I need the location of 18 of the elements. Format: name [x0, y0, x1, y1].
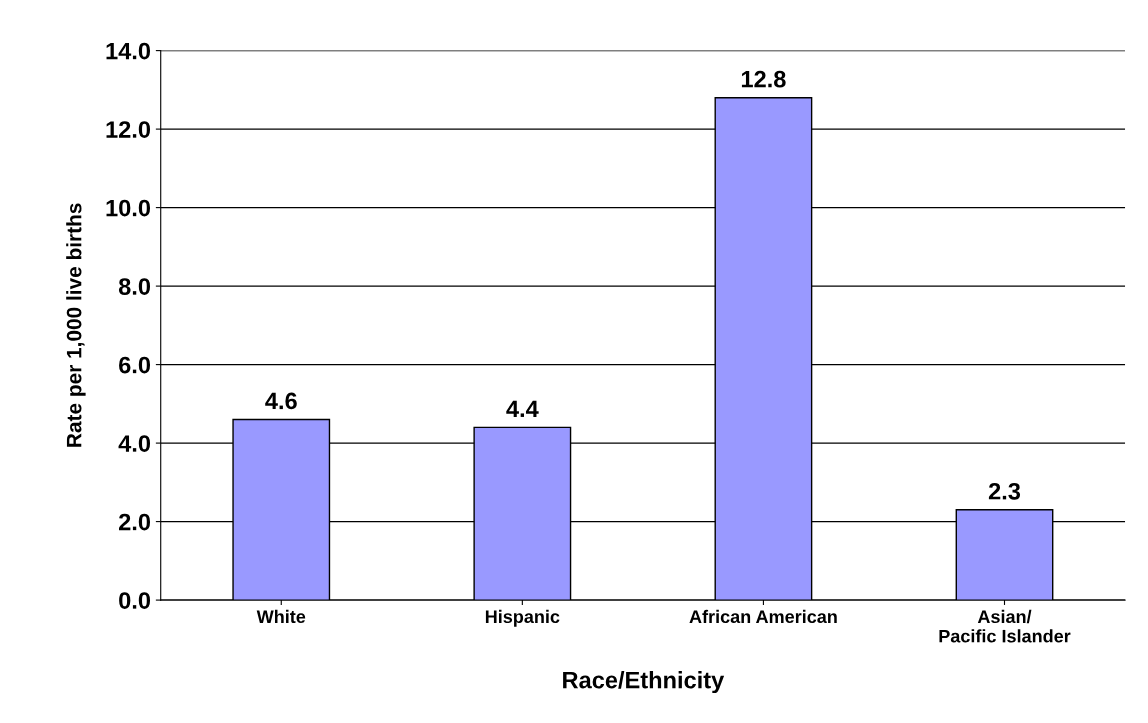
- y-tick-label: 2.0: [119, 513, 151, 531]
- y-tick-label: 12.0: [106, 121, 151, 138]
- y-tick-label: 6.0: [119, 356, 151, 374]
- x-tick-label: African American: [689, 609, 837, 624]
- y-tick-label: 14.0: [106, 42, 151, 60]
- data-label: 4.6: [265, 392, 297, 410]
- y-tick-label: 10.0: [106, 199, 151, 217]
- y-tick-label: 8.0: [118, 278, 151, 295]
- data-label: 2.3: [988, 482, 1021, 500]
- y-tick-label: 4.0: [118, 435, 151, 452]
- data-label: 4.4: [506, 400, 539, 417]
- y-axis-title: Rate per 1,000 live births: [66, 203, 86, 447]
- x-axis-title: Race/Ethnicity: [563, 671, 725, 694]
- x-tick-label: Hispanic: [485, 609, 560, 627]
- x-tick-label: White: [256, 609, 306, 624]
- x-tick-label: Asian/ Pacific Islander: [939, 609, 1071, 643]
- data-label: 12.8: [741, 70, 786, 88]
- y-tick-label: 0.0: [119, 592, 151, 609]
